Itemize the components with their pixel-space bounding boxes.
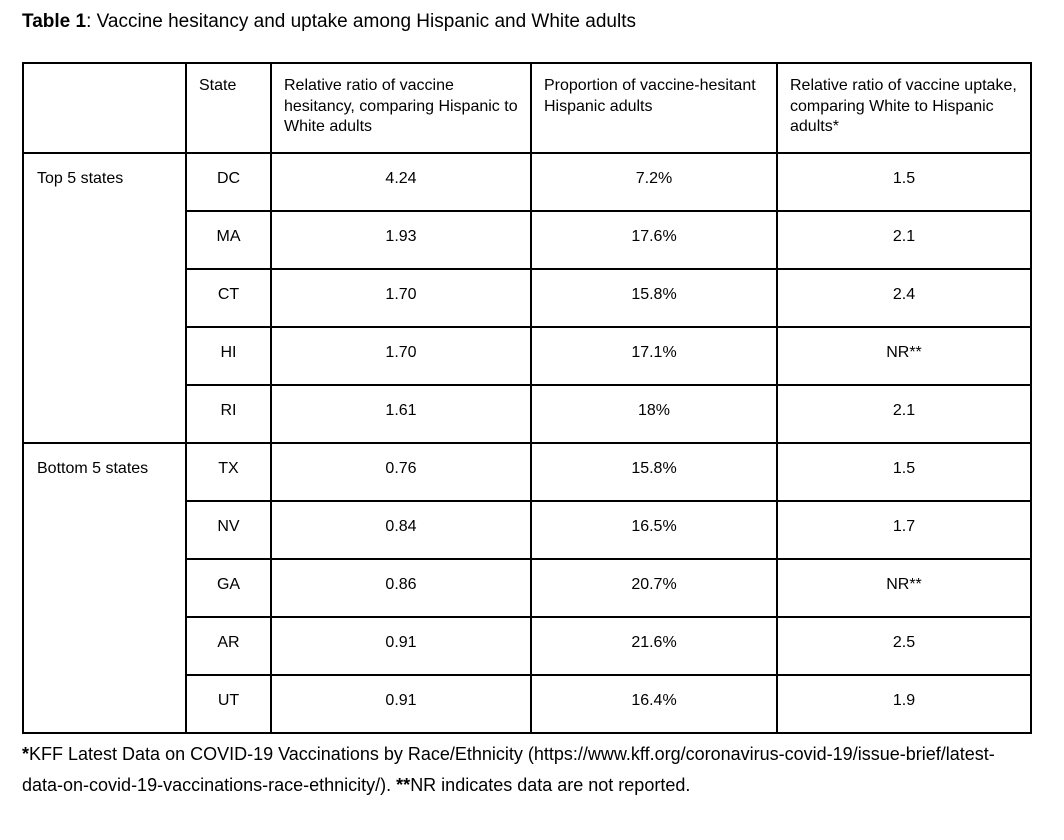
cell-hesitant-proportion: 18% — [530, 383, 778, 444]
table-title-caption: : Vaccine hesitancy and uptake among His… — [86, 11, 636, 32]
cell-uptake-ratio: 1.9 — [776, 673, 1032, 734]
header-group-blank — [22, 61, 187, 154]
cell-hesitancy-ratio: 0.91 — [270, 673, 532, 734]
cell-hesitant-proportion: 17.6% — [530, 209, 778, 270]
cell-uptake-ratio: 2.1 — [776, 209, 1032, 270]
footnote-source-text: KFF Latest Data on COVID-19 Vaccinations… — [22, 743, 995, 795]
table-row: CT 1.70 15.8% 2.4 — [23, 267, 1032, 328]
header-row: State Relative ratio of vaccine hesitanc… — [22, 61, 1032, 154]
cell-state: GA — [185, 557, 272, 618]
group-label-top-5-states: Top 5 states — [22, 151, 187, 444]
cell-hesitancy-ratio: 0.76 — [270, 441, 532, 502]
cell-hesitancy-ratio: 1.70 — [270, 267, 532, 328]
footnote-asterisk: * — [22, 743, 30, 764]
cell-hesitant-proportion: 15.8% — [530, 267, 778, 328]
cell-hesitancy-ratio: 1.61 — [270, 383, 532, 444]
table-row: AR 0.91 21.6% 2.5 — [23, 615, 1032, 676]
cell-hesitant-proportion: 21.6% — [530, 615, 778, 676]
cell-state: TX — [185, 441, 272, 502]
cell-uptake-ratio: 2.5 — [776, 615, 1032, 676]
cell-hesitant-proportion: 16.5% — [530, 499, 778, 560]
cell-uptake-ratio: 1.5 — [776, 441, 1032, 502]
cell-state: NV — [185, 499, 272, 560]
cell-state: DC — [185, 151, 272, 212]
group-label-bottom-5-states: Bottom 5 states — [22, 441, 187, 734]
cell-hesitant-proportion: 7.2% — [530, 151, 778, 212]
cell-state: UT — [185, 673, 272, 734]
cell-hesitancy-ratio: 0.86 — [270, 557, 532, 618]
cell-uptake-ratio: 1.7 — [776, 499, 1032, 560]
footnote-nr-text: NR indicates data are not reported. — [410, 774, 691, 795]
vaccine-table: State Relative ratio of vaccine hesitanc… — [22, 61, 1032, 734]
cell-hesitancy-ratio: 1.70 — [270, 325, 532, 386]
cell-hesitant-proportion: 20.7% — [530, 557, 778, 618]
header-hesitancy-ratio: Relative ratio of vaccine hesitancy, com… — [270, 61, 532, 154]
cell-state: MA — [185, 209, 272, 270]
table-row: Bottom 5 states TX 0.76 15.8% 1.5 — [22, 441, 1032, 734]
cell-hesitant-proportion: 15.8% — [530, 441, 778, 502]
table-row: Top 5 states DC 4.24 7.2% 1.5 — [22, 151, 1032, 444]
header-uptake-ratio: Relative ratio of vaccine uptake, compar… — [776, 61, 1032, 154]
table-title: Table 1: Vaccine hesitancy and uptake am… — [22, 10, 1042, 34]
table-row: NV 0.84 16.5% 1.7 — [23, 499, 1032, 560]
cell-hesitant-proportion: 17.1% — [530, 325, 778, 386]
table-footnote: *KFF Latest Data on COVID-19 Vaccination… — [22, 739, 1034, 801]
cell-state: RI — [185, 383, 272, 444]
footnote-double-asterisk: ** — [396, 774, 411, 795]
cell-uptake-ratio: 2.4 — [776, 267, 1032, 328]
table-row: UT 0.91 16.4% 1.9 — [23, 673, 1032, 734]
cell-hesitancy-ratio: 0.91 — [270, 615, 532, 676]
header-hesitant-proportion: Proportion of vaccine-hesitant Hispanic … — [530, 61, 778, 154]
cell-uptake-ratio: 2.1 — [776, 383, 1032, 444]
cell-state: CT — [185, 267, 272, 328]
table-row: GA 0.86 20.7% NR** — [23, 557, 1032, 618]
table-title-label: Table 1 — [22, 11, 87, 32]
cell-uptake-ratio: NR** — [776, 557, 1032, 618]
cell-hesitant-proportion: 16.4% — [530, 673, 778, 734]
table-row: MA 1.93 17.6% 2.1 — [23, 209, 1032, 270]
cell-uptake-ratio: NR** — [776, 325, 1032, 386]
cell-uptake-ratio: 1.5 — [776, 151, 1032, 212]
cell-hesitancy-ratio: 1.93 — [270, 209, 532, 270]
cell-hesitancy-ratio: 4.24 — [270, 151, 532, 212]
header-state: State — [185, 61, 272, 154]
cell-state: HI — [185, 325, 272, 386]
cell-hesitancy-ratio: 0.84 — [270, 499, 532, 560]
table-row: HI 1.70 17.1% NR** — [23, 325, 1032, 386]
cell-state: AR — [185, 615, 272, 676]
table-row: RI 1.61 18% 2.1 — [23, 383, 1032, 444]
